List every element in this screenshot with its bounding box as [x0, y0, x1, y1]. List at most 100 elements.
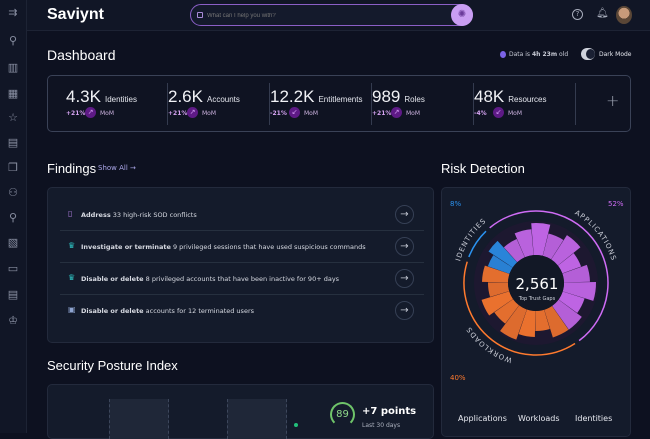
- finding-row[interactable]: ♛ Investigate or terminate 9 privileged s…: [60, 231, 424, 263]
- search-input[interactable]: [207, 9, 437, 22]
- applications-pct: 52%: [608, 200, 624, 208]
- report-icon[interactable]: ▤: [7, 288, 19, 301]
- stat-change: +21%: [66, 110, 86, 117]
- stat-value: 989: [372, 87, 401, 106]
- bell-icon[interactable]: 🔔︎: [596, 8, 609, 19]
- donut-slice-applications: [552, 299, 582, 330]
- star-icon[interactable]: ☆: [8, 111, 18, 124]
- finding-arrow-button[interactable]: →: [395, 205, 414, 224]
- posture-period: Last 30 days: [362, 422, 401, 429]
- ai-assistant-icon[interactable]: ✺: [451, 4, 473, 26]
- stat-label: Roles: [404, 95, 425, 104]
- crown-icon[interactable]: ♔: [8, 314, 18, 327]
- page-title: Dashboard: [47, 47, 116, 63]
- stat-label: Identities: [104, 95, 138, 104]
- dark-mode-toggle[interactable]: [581, 48, 595, 60]
- trend-down-icon: ↙: [289, 107, 300, 118]
- findings-title: Findings: [47, 161, 97, 176]
- legend-workloads[interactable]: Workloads: [518, 414, 560, 423]
- stat-change: +21%: [372, 110, 392, 117]
- trend-up-icon: ↗: [85, 107, 96, 118]
- stat-roles[interactable]: 989 Roles +21% ↗ MoM: [372, 83, 474, 125]
- chart-bar-placeholder: [109, 399, 169, 439]
- donut-slice-workloads: [518, 309, 536, 337]
- stat-label: Accounts: [206, 95, 240, 104]
- findings-card: ▯ Address 33 high-risk SOD conflicts → ♛ Inv…: [47, 187, 434, 343]
- stat-value: 48K: [474, 87, 505, 106]
- stat-value: 4.3K: [66, 87, 101, 106]
- donut-slice-workloads: [482, 265, 510, 283]
- stat-label: Entitlements: [318, 95, 363, 104]
- donut-slice-workloads: [494, 299, 520, 324]
- stat-period: MoM: [406, 110, 421, 117]
- donut-slice-applications: [503, 239, 525, 263]
- finding-arrow-button[interactable]: →: [395, 237, 414, 256]
- assistant-search[interactable]: ✺: [190, 4, 473, 26]
- stat-identities[interactable]: 4.3K Identities +21% ↗ MoM: [66, 83, 168, 125]
- legend-applications[interactable]: Applications: [458, 414, 507, 423]
- show-all-link[interactable]: Show All →: [98, 164, 136, 172]
- posture-change: +7 points: [362, 406, 417, 417]
- trend-down-icon: ↙: [493, 107, 504, 118]
- donut-slice-applications: [558, 291, 585, 314]
- trend-up-icon: ↗: [187, 107, 198, 118]
- arc-applications: [489, 210, 609, 342]
- top-bar: Saviynt ✺ ? 🔔︎: [27, 0, 650, 31]
- stat-value: 2.6K: [168, 87, 203, 106]
- crown-icon: ♛: [68, 241, 76, 250]
- security-posture-title: Security Posture Index: [47, 358, 178, 373]
- stat-accounts[interactable]: 2.6K Accounts +21% ↗ MoM: [168, 83, 270, 125]
- sidebar: ⇉ ⚲ ▥ ▦ ☆ ▤ ❐ ⚇ ⚲ ▧ ▭ ▤ ♔: [0, 0, 27, 433]
- donut-slice-identities: [488, 240, 518, 268]
- donut-slice-identities: [487, 255, 513, 274]
- stats-card: + 4.3K Identities +21% ↗ MoM 2.6K Accounts +21%…: [47, 75, 631, 132]
- file-check-icon[interactable]: ▧: [7, 236, 19, 249]
- finding-row[interactable]: ♛ Disable or delete 8 privileged accounts…: [60, 263, 424, 295]
- trend-point: [294, 423, 298, 427]
- donut-slice-applications: [557, 253, 582, 274]
- alert-badge-icon: ▯: [68, 209, 73, 218]
- stat-entitlements[interactable]: 12.2K Entitlements -21% ↙ MoM: [270, 83, 372, 125]
- chat-icon: [197, 12, 203, 18]
- finding-text: Disable or delete accounts for 12 termin…: [81, 307, 254, 315]
- legend-identities[interactable]: Identities: [575, 414, 613, 423]
- donut-slice-applications: [551, 235, 581, 266]
- search-icon[interactable]: ⚲: [8, 34, 18, 47]
- donut-slice-applications: [562, 281, 596, 301]
- user-badge-icon: ▣: [68, 305, 76, 314]
- finding-row[interactable]: ▯ Address 33 high-risk SOD conflicts →: [60, 199, 424, 231]
- avatar[interactable]: [616, 6, 632, 24]
- workloads-pct: 40%: [450, 374, 466, 382]
- stat-change: +21%: [168, 110, 188, 117]
- finding-arrow-button[interactable]: →: [395, 301, 414, 320]
- data-age: Data is 4h 23m old: [509, 51, 569, 58]
- stat-change: -4%: [474, 110, 487, 117]
- finding-arrow-button[interactable]: →: [395, 269, 414, 288]
- posture-score-gauge: 89: [330, 402, 355, 427]
- location-icon[interactable]: ⚲: [8, 211, 18, 224]
- expand-menu-icon[interactable]: ⇉: [8, 6, 18, 19]
- identity-icon[interactable]: ⚇: [8, 186, 18, 199]
- donut-slice-workloads: [544, 305, 569, 338]
- copy-icon[interactable]: ❐: [8, 161, 18, 174]
- shield-icon[interactable]: ▭: [7, 262, 19, 275]
- total-trust-gaps: 2,561: [515, 275, 559, 293]
- finding-row[interactable]: ▣ Disable or delete accounts for 12 termi…: [60, 295, 424, 327]
- data-status-dot: [500, 51, 506, 58]
- identities-pct: 8%: [450, 200, 462, 208]
- crown-icon: ♛: [68, 273, 76, 282]
- trend-up-icon: ↗: [391, 107, 402, 118]
- finding-text: Investigate or terminate 9 privileged se…: [81, 243, 366, 251]
- donut-slice-applications: [514, 229, 534, 258]
- document-icon[interactable]: ▤: [7, 136, 19, 149]
- help-icon[interactable]: ?: [572, 9, 583, 20]
- stat-change: -21%: [270, 110, 287, 117]
- dashboard-grid-icon[interactable]: ▦: [7, 87, 19, 100]
- analytics-icon[interactable]: ▥: [7, 61, 19, 74]
- security-posture-card: 89 +7 points Last 30 days: [47, 384, 434, 439]
- stat-period: MoM: [508, 110, 523, 117]
- add-stat-button[interactable]: +: [606, 91, 620, 110]
- stat-resources[interactable]: 48K Resources -4% ↙ MoM: [474, 83, 576, 125]
- donut-slice-applications: [562, 264, 590, 283]
